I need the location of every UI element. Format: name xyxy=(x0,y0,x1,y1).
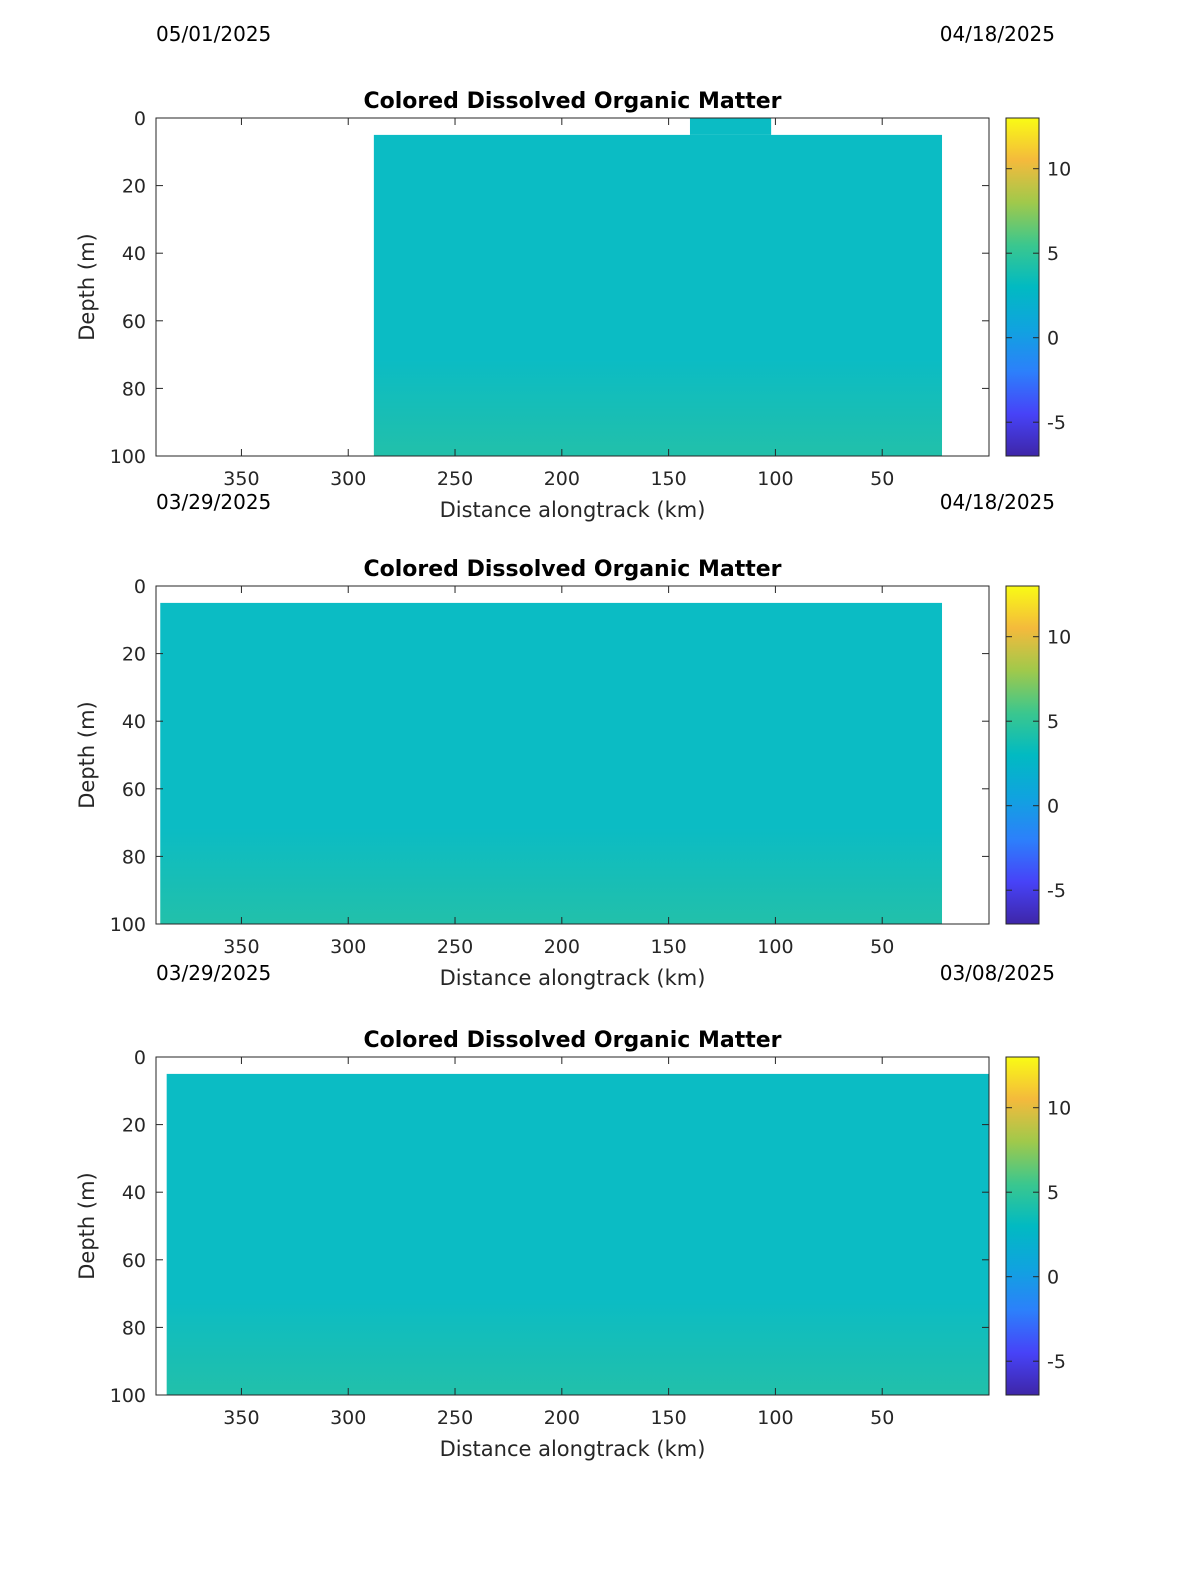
date-left: 03/29/2025 xyxy=(156,490,272,514)
data-field xyxy=(373,134,943,456)
x-axis-label: Distance alongtrack (km) xyxy=(440,966,706,990)
data-field xyxy=(166,1073,989,1395)
section-panel-1: 05/01/2025 04/18/2025 Colored Dissolved … xyxy=(0,22,1200,522)
y-tick-label: 100 xyxy=(110,914,146,936)
x-tick-label: 350 xyxy=(223,1407,259,1429)
x-tick-label: 50 xyxy=(870,936,894,958)
y-axis-label: Depth (m) xyxy=(75,233,99,340)
colorbar-tick-label: 5 xyxy=(1047,711,1059,733)
x-tick-label: 350 xyxy=(223,468,259,490)
y-tick-label: 20 xyxy=(122,176,146,198)
section-panel-2: 03/29/2025 04/18/2025 Colored Dissolved … xyxy=(0,490,1200,990)
x-tick-label: 50 xyxy=(870,1407,894,1429)
x-tick-label: 300 xyxy=(330,468,366,490)
y-tick-label: 60 xyxy=(122,1250,146,1272)
axes-box xyxy=(155,1056,990,1396)
y-tick-label: 60 xyxy=(122,311,146,333)
y-tick-label: 40 xyxy=(122,711,146,733)
colorbar-tick-label: 10 xyxy=(1047,627,1071,649)
x-axis-label: Distance alongtrack (km) xyxy=(440,1437,706,1461)
x-tick-label: 50 xyxy=(870,468,894,490)
date-right: 03/08/2025 xyxy=(939,961,1055,985)
colorbar xyxy=(1005,1056,1040,1396)
colorbar xyxy=(1005,117,1040,457)
y-tick-label: 100 xyxy=(110,446,146,468)
x-tick-label: 350 xyxy=(223,936,259,958)
y-tick-label: 0 xyxy=(134,108,146,130)
colorbar-tick-label: -5 xyxy=(1047,880,1066,902)
x-tick-label: 300 xyxy=(330,936,366,958)
chart-1: Colored Dissolved Organic Matter 350 300 25… xyxy=(75,89,1071,522)
chart-3: Colored Dissolved Organic Matter 350 300 25… xyxy=(75,1028,1071,1461)
y-tick-label: 100 xyxy=(110,1385,146,1407)
y-tick-label: 80 xyxy=(122,378,146,400)
y-tick-label: 0 xyxy=(134,1047,146,1069)
axes-box xyxy=(155,117,990,457)
axes-box xyxy=(155,585,990,925)
date-right: 04/18/2025 xyxy=(939,490,1055,514)
chart-2: Colored Dissolved Organic Matter 350 300 25… xyxy=(75,557,1071,990)
date-right: 04/18/2025 xyxy=(939,22,1055,46)
colorbar-tick-label: 10 xyxy=(1047,159,1071,181)
x-tick-label: 150 xyxy=(650,936,686,958)
colorbar-tick-label: 5 xyxy=(1047,1182,1059,1204)
colorbar-tick-label: -5 xyxy=(1047,1351,1066,1373)
colorbar-tick-label: -5 xyxy=(1047,412,1066,434)
y-tick-label: 0 xyxy=(134,576,146,598)
data-field xyxy=(160,602,943,924)
chart-title: Colored Dissolved Organic Matter xyxy=(364,89,782,114)
x-tick-label: 200 xyxy=(544,936,580,958)
y-tick-label: 40 xyxy=(122,1182,146,1204)
section-panel-3: 03/29/2025 03/08/2025 Colored Dissolved … xyxy=(0,961,1200,1461)
colorbar-tick-label: 0 xyxy=(1047,796,1059,818)
x-tick-label: 200 xyxy=(544,1407,580,1429)
colorbar-tick-label: 0 xyxy=(1047,328,1059,350)
x-tick-label: 150 xyxy=(650,1407,686,1429)
y-axis-label: Depth (m) xyxy=(75,1172,99,1279)
x-tick-label: 300 xyxy=(330,1407,366,1429)
x-tick-label: 250 xyxy=(437,936,473,958)
chart-title: Colored Dissolved Organic Matter xyxy=(364,1028,782,1053)
x-tick-label: 200 xyxy=(544,468,580,490)
x-tick-label: 100 xyxy=(757,936,793,958)
x-tick-label: 150 xyxy=(650,468,686,490)
y-axis-label: Depth (m) xyxy=(75,701,99,808)
date-left: 03/29/2025 xyxy=(156,961,272,985)
y-tick-label: 80 xyxy=(122,1317,146,1339)
chart-title: Colored Dissolved Organic Matter xyxy=(364,557,782,582)
x-tick-label: 250 xyxy=(437,1407,473,1429)
x-tick-label: 250 xyxy=(437,468,473,490)
y-tick-label: 40 xyxy=(122,243,146,265)
shallow-data-patch xyxy=(689,118,772,135)
y-tick-label: 80 xyxy=(122,846,146,868)
x-tick-label: 100 xyxy=(757,468,793,490)
colorbar-tick-label: 10 xyxy=(1047,1098,1071,1120)
colorbar-tick-label: 0 xyxy=(1047,1267,1059,1289)
y-tick-label: 20 xyxy=(122,1115,146,1137)
y-tick-label: 60 xyxy=(122,779,146,801)
colorbar-tick-label: 5 xyxy=(1047,243,1059,265)
y-tick-label: 20 xyxy=(122,644,146,666)
date-left: 05/01/2025 xyxy=(156,22,272,46)
colorbar xyxy=(1005,585,1040,925)
x-axis-label: Distance alongtrack (km) xyxy=(440,498,706,522)
x-tick-label: 100 xyxy=(757,1407,793,1429)
